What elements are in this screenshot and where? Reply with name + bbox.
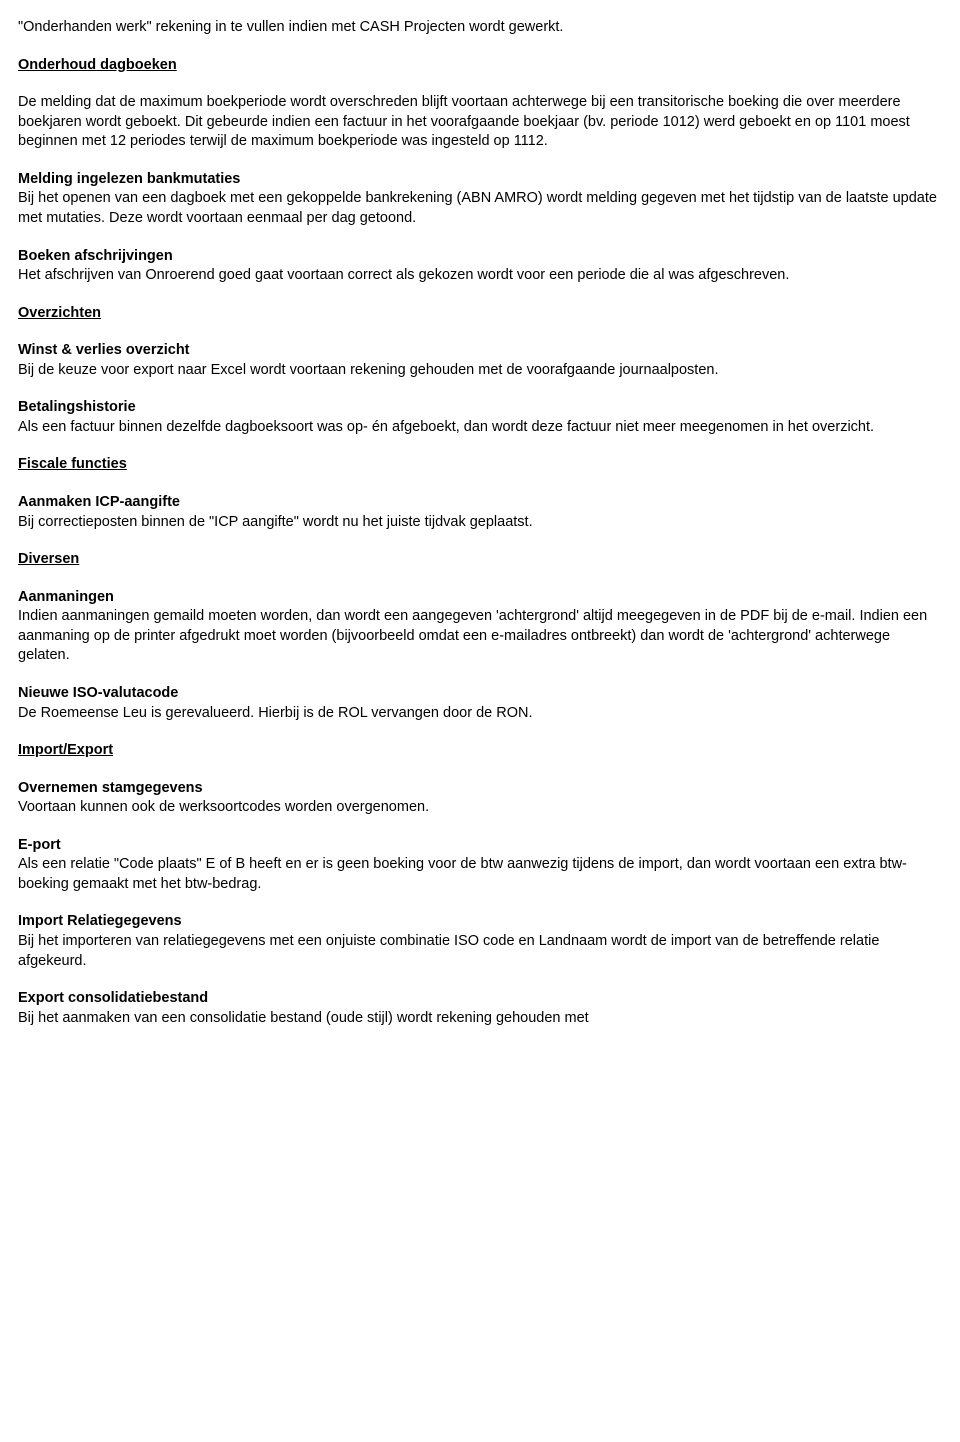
content-block: E-port Als een relatie "Code plaats" E o… bbox=[18, 836, 942, 895]
block-body: Bij het aanmaken van een consolidatie be… bbox=[18, 1009, 942, 1029]
block-title: Boeken afschrijvingen bbox=[18, 247, 942, 267]
block-title: Overnemen stamgegevens bbox=[18, 779, 942, 799]
content-block: Winst & verlies overzicht Bij de keuze v… bbox=[18, 341, 942, 380]
block-title: Aanmaken ICP-aangifte bbox=[18, 493, 942, 513]
block-body: Bij correctieposten binnen de "ICP aangi… bbox=[18, 513, 942, 533]
intro-paragraph: "Onderhanden werk" rekening in te vullen… bbox=[18, 18, 942, 38]
block-body: Voortaan kunnen ook de werksoortcodes wo… bbox=[18, 798, 942, 818]
block-body: Als een relatie "Code plaats" E of B hee… bbox=[18, 855, 942, 894]
block-body: De melding dat de maximum boekperiode wo… bbox=[18, 93, 942, 152]
section-heading: Overzichten bbox=[18, 304, 942, 324]
block-title: Aanmaningen bbox=[18, 588, 942, 608]
content-block: Import Relatiegegevens Bij het importere… bbox=[18, 912, 942, 971]
block-title: Melding ingelezen bankmutaties bbox=[18, 170, 942, 190]
block-title: E-port bbox=[18, 836, 942, 856]
section-heading: Fiscale functies bbox=[18, 455, 942, 475]
content-block: Betalingshistorie Als een factuur binnen… bbox=[18, 398, 942, 437]
block-body: Bij het openen van een dagboek met een g… bbox=[18, 189, 942, 228]
section-heading: Onderhoud dagboeken bbox=[18, 56, 942, 76]
content-block: Export consolidatiebestand Bij het aanma… bbox=[18, 989, 942, 1028]
block-body: Het afschrijven van Onroerend goed gaat … bbox=[18, 266, 942, 286]
content-block: Overnemen stamgegevens Voortaan kunnen o… bbox=[18, 779, 942, 818]
block-title: Import Relatiegegevens bbox=[18, 912, 942, 932]
content-block: Nieuwe ISO-valutacode De Roemeense Leu i… bbox=[18, 684, 942, 723]
block-title: Betalingshistorie bbox=[18, 398, 942, 418]
block-body: Indien aanmaningen gemaild moeten worden… bbox=[18, 607, 942, 666]
block-title: Winst & verlies overzicht bbox=[18, 341, 942, 361]
block-body: Bij de keuze voor export naar Excel word… bbox=[18, 361, 942, 381]
content-block: Aanmaken ICP-aangifte Bij correctieposte… bbox=[18, 493, 942, 532]
block-title: Export consolidatiebestand bbox=[18, 989, 942, 1009]
section-heading: Import/Export bbox=[18, 741, 942, 761]
content-block: Aanmaningen Indien aanmaningen gemaild m… bbox=[18, 588, 942, 666]
content-block: Melding ingelezen bankmutaties Bij het o… bbox=[18, 170, 942, 229]
content-block: Boeken afschrijvingen Het afschrijven va… bbox=[18, 247, 942, 286]
content-block: De melding dat de maximum boekperiode wo… bbox=[18, 93, 942, 152]
block-title: Nieuwe ISO-valutacode bbox=[18, 684, 942, 704]
block-body: Als een factuur binnen dezelfde dagboeks… bbox=[18, 418, 942, 438]
section-heading: Diversen bbox=[18, 550, 942, 570]
block-body: Bij het importeren van relatiegegevens m… bbox=[18, 932, 942, 971]
block-body: De Roemeense Leu is gerevalueerd. Hierbi… bbox=[18, 704, 942, 724]
